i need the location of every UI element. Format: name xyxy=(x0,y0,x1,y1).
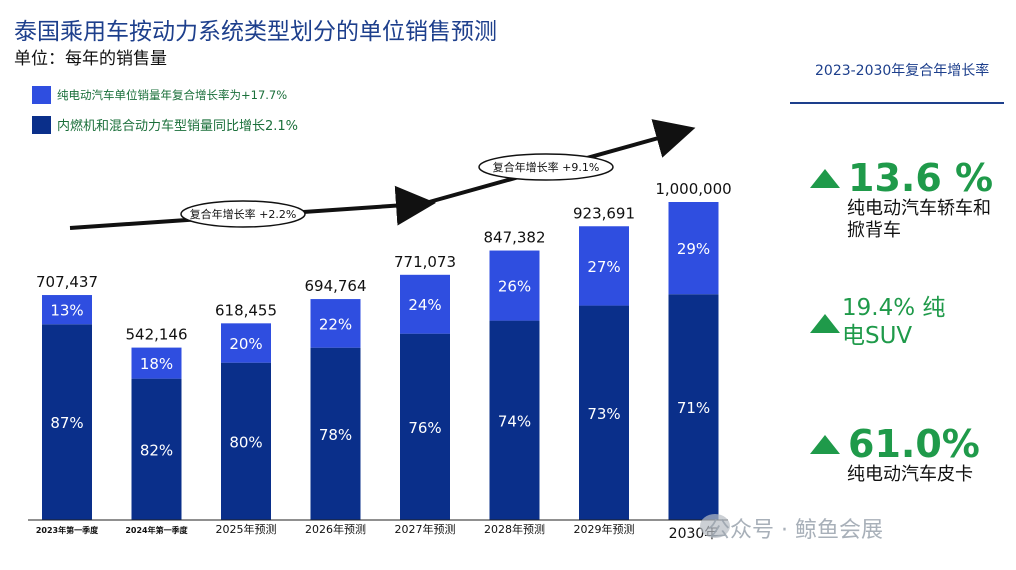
x-tick-label-6: 2029年预测 xyxy=(574,522,635,536)
page-title: 泰国乘用车按动力系统类型划分的单位销售预测 xyxy=(14,19,497,45)
bar-ice-4 xyxy=(400,333,450,520)
bar-ice-7 xyxy=(668,294,719,520)
bar-bev-0 xyxy=(42,295,92,325)
up-triangle-icon xyxy=(810,314,840,333)
bar-total-label-2: 618,455 xyxy=(215,301,277,319)
stat-sedan-value: 13.6 % xyxy=(848,156,994,200)
x-tick-label-1: 2024年第一季度 xyxy=(125,525,188,535)
bar-ice-3 xyxy=(310,347,361,520)
stat-sedan-desc-2: 掀背车 xyxy=(847,220,901,241)
x-tick-label-0: 2023年第一季度 xyxy=(36,525,99,535)
bar-bev-label-4: 24% xyxy=(408,296,441,314)
stat-sedan-desc-1: 纯电动汽车轿车和 xyxy=(847,198,991,219)
bar-ice-6 xyxy=(579,305,629,520)
legend-label-ice: 内燃机和混合动力车型销量同比增长2.1% xyxy=(57,119,299,134)
bar-ice-0 xyxy=(42,324,92,520)
bar-total-label-7: 1,000,000 xyxy=(655,180,731,198)
x-tick-label-5: 2028年预测 xyxy=(484,522,545,536)
wechat-icon xyxy=(700,514,730,538)
stat-suv-marker xyxy=(810,314,848,333)
unit-label: 单位：每年的销售量 xyxy=(14,49,167,69)
bar-ice-label-6: 73% xyxy=(587,405,620,423)
legend-ice: 内燃机和混合动力车型销量同比增长2.1% xyxy=(32,115,298,134)
bar-bev-7 xyxy=(668,202,719,295)
stat-suv-value: 19.4% 纯电SUV xyxy=(842,295,946,349)
bar-ice-label-1: 82% xyxy=(140,441,173,459)
bar-bev-4 xyxy=(400,274,450,334)
bar-total-label-0: 707,437 xyxy=(36,273,98,291)
bar-ice-label-0: 87% xyxy=(50,414,83,432)
bar-bev-label-3: 22% xyxy=(319,315,352,333)
bar-total-label-3: 694,764 xyxy=(304,277,366,295)
stat-pickup-desc: 纯电动汽车皮卡 xyxy=(847,464,973,485)
bar-ice-5 xyxy=(489,320,540,520)
cagr-bubble-right xyxy=(478,153,614,181)
bar-total-label-6: 923,691 xyxy=(573,204,635,222)
x-tick-label-2: 2025年预测 xyxy=(216,522,277,536)
bar-bev-label-6: 27% xyxy=(587,258,620,276)
stat-pickup-value: 61.0% xyxy=(848,422,980,466)
bar-ice-2 xyxy=(221,362,271,520)
bar-bev-label-0: 13% xyxy=(50,302,83,320)
up-triangle-icon xyxy=(810,168,840,188)
bar-bev-label-5: 26% xyxy=(498,278,531,296)
bar-bev-2 xyxy=(221,323,271,363)
bar-ice-label-4: 76% xyxy=(408,419,441,437)
stat-pickup: 61.0% 纯电动汽车皮卡 xyxy=(810,424,980,486)
up-triangle-icon xyxy=(810,434,840,454)
cagr-header: 2023-2030年复合年增长率 xyxy=(815,63,990,79)
cagr-header-rule xyxy=(790,102,1004,104)
legend-label-bev: 纯电动汽车单位销量年复合增长率为+17.7% xyxy=(57,88,288,102)
watermark: 公众号 · 鲸鱼会展 xyxy=(708,518,883,543)
bar-bev-label-7: 29% xyxy=(677,240,710,258)
stat-sedan: 13.6 % 纯电动汽车轿车和 掀背车 xyxy=(810,158,993,242)
bar-total-label-5: 847,382 xyxy=(483,229,545,247)
bar-bev-6 xyxy=(579,226,629,306)
legend-swatch-ice xyxy=(32,115,51,134)
legend-swatch-bev xyxy=(32,86,51,104)
legend-bev: 纯电动汽车单位销量年复合增长率为+17.7% xyxy=(32,86,287,104)
cagr-annotation-right: 复合年增长率 +9.1% xyxy=(493,160,600,174)
bar-bev-3 xyxy=(310,299,361,348)
bar-bev-label-2: 20% xyxy=(229,335,262,353)
cagr-annotation-left: 复合年增长率 +2.2% xyxy=(190,207,297,221)
bar-bev-1 xyxy=(131,347,182,379)
bar-bev-5 xyxy=(489,250,540,321)
x-tick-label-3: 2026年预测 xyxy=(305,522,366,536)
bar-ice-label-2: 80% xyxy=(229,433,262,451)
bar-bev-label-1: 18% xyxy=(140,355,173,373)
bar-total-label-4: 771,073 xyxy=(394,253,456,271)
bar-ice-label-5: 74% xyxy=(498,412,531,430)
bar-ice-1 xyxy=(131,378,182,520)
x-tick-label-4: 2027年预测 xyxy=(395,522,456,536)
cagr-bubble-left xyxy=(180,200,306,228)
bar-ice-label-7: 71% xyxy=(677,399,710,417)
bar-ice-label-3: 78% xyxy=(319,426,352,444)
bar-total-label-1: 542,146 xyxy=(125,326,187,344)
